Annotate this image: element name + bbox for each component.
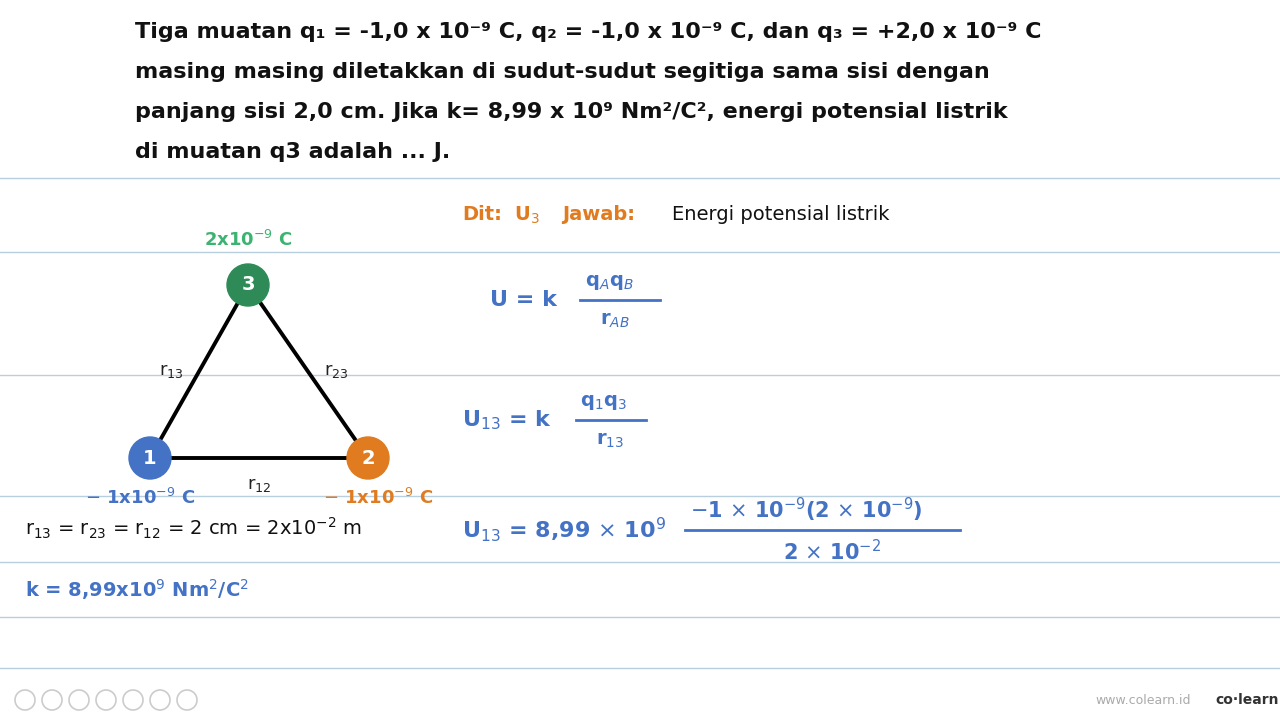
Text: r$_{12}$: r$_{12}$ — [247, 476, 271, 494]
Text: r$_{13}$ = r$_{23}$ = r$_{12}$ = 2 cm = 2x10$^{-2}$ m: r$_{13}$ = r$_{23}$ = r$_{12}$ = 2 cm = … — [26, 516, 362, 541]
Text: r$_{AB}$: r$_{AB}$ — [600, 310, 630, 330]
Circle shape — [227, 264, 269, 306]
Text: 2x10$^{-9}$ C: 2x10$^{-9}$ C — [204, 230, 292, 250]
Text: q$_A$q$_B$: q$_A$q$_B$ — [585, 272, 634, 292]
Text: q$_1$q$_3$: q$_1$q$_3$ — [580, 392, 627, 412]
Text: $-$ 1x10$^{-9}$ C: $-$ 1x10$^{-9}$ C — [84, 488, 195, 508]
Text: Energi potensial listrik: Energi potensial listrik — [672, 205, 890, 225]
Text: $-$ 1x10$^{-9}$ C: $-$ 1x10$^{-9}$ C — [323, 488, 433, 508]
Text: 2 $\times$ 10$^{-2}$: 2 $\times$ 10$^{-2}$ — [783, 539, 881, 564]
Text: panjang sisi 2,0 cm. Jika k= 8,99 x 10⁹ Nm²/C², energi potensial listrik: panjang sisi 2,0 cm. Jika k= 8,99 x 10⁹ … — [134, 102, 1007, 122]
Text: U$_3$: U$_3$ — [515, 204, 540, 225]
Text: U = k: U = k — [490, 290, 557, 310]
Text: k = 8,99x10$^9$ Nm$^2$/C$^2$: k = 8,99x10$^9$ Nm$^2$/C$^2$ — [26, 577, 248, 603]
Text: 3: 3 — [241, 276, 255, 294]
Text: U$_{13}$ = 8,99 $\times$ 10$^9$: U$_{13}$ = 8,99 $\times$ 10$^9$ — [462, 516, 666, 544]
Text: www.colearn.id: www.colearn.id — [1094, 693, 1190, 706]
Text: di muatan q3 adalah ... J.: di muatan q3 adalah ... J. — [134, 142, 451, 162]
Text: r$_{13}$: r$_{13}$ — [596, 431, 625, 450]
Text: $-$1 $\times$ 10$^{-9}$(2 $\times$ 10$^{-9}$): $-$1 $\times$ 10$^{-9}$(2 $\times$ 10$^{… — [690, 496, 923, 524]
Text: r$_{13}$: r$_{13}$ — [159, 362, 183, 380]
Text: r$_{23}$: r$_{23}$ — [324, 362, 348, 380]
Text: 1: 1 — [143, 449, 157, 467]
Text: co·learn: co·learn — [1215, 693, 1279, 707]
Text: Dit:: Dit: — [462, 205, 502, 225]
Circle shape — [129, 437, 172, 479]
Text: U$_{13}$ = k: U$_{13}$ = k — [462, 408, 552, 432]
Text: Jawab:: Jawab: — [562, 205, 635, 225]
Text: Tiga muatan q₁ = -1,0 x 10⁻⁹ C, q₂ = -1,0 x 10⁻⁹ C, dan q₃ = +2,0 x 10⁻⁹ C: Tiga muatan q₁ = -1,0 x 10⁻⁹ C, q₂ = -1,… — [134, 22, 1042, 42]
Text: 2: 2 — [361, 449, 375, 467]
Text: masing masing diletakkan di sudut-sudut segitiga sama sisi dengan: masing masing diletakkan di sudut-sudut … — [134, 62, 989, 82]
Circle shape — [347, 437, 389, 479]
